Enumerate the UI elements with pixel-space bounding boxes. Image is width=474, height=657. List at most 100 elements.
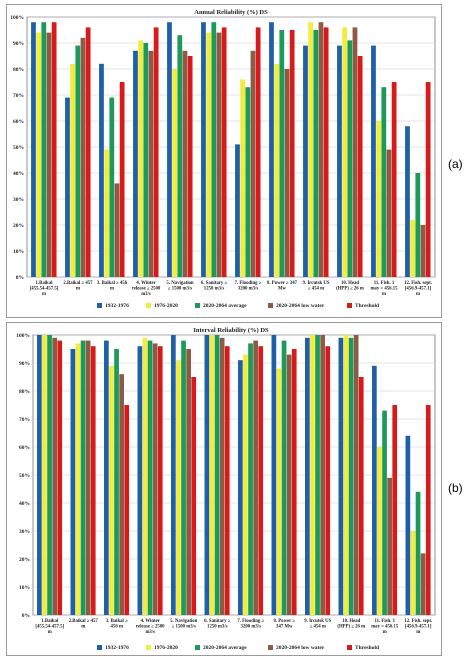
bar <box>204 335 210 615</box>
bar <box>75 343 81 615</box>
bar <box>138 40 144 278</box>
bar <box>387 477 392 615</box>
bar <box>313 30 319 277</box>
y-tick-label: 60% <box>19 445 30 451</box>
legend-swatch <box>268 303 273 308</box>
bar <box>415 173 421 277</box>
legend-swatch <box>347 303 352 308</box>
bar <box>37 335 42 615</box>
bar <box>276 368 282 615</box>
bar <box>305 337 310 615</box>
x-tick-label: 11. Fish. 1 may = 456.15 m <box>371 619 399 635</box>
bar <box>177 35 183 278</box>
y-tick-label: 0% <box>22 613 30 619</box>
bar <box>157 346 163 615</box>
bar <box>133 50 138 277</box>
bar <box>235 144 240 277</box>
bar <box>114 349 119 615</box>
x-tick-label: 12. Fish. sept. [456.9-457.1] m <box>404 619 432 635</box>
y-tick-label: 100% <box>16 333 30 339</box>
bar <box>250 50 256 277</box>
bar <box>315 335 320 615</box>
y-tick-label: 50% <box>19 473 30 479</box>
x-tick-label: 3. Baikal ≥456 m <box>106 619 128 630</box>
bar <box>142 337 148 615</box>
chart-title: Interval Reliability (%) DS <box>193 327 269 334</box>
x-tick-label: 5. Navigation ≥ 1500 m3/s <box>170 619 198 630</box>
bar <box>119 82 125 277</box>
x-tick-label: 4. Winter release ≥ 2500 m3/s <box>136 619 165 635</box>
legend-label: Threshold <box>355 645 379 651</box>
legend-swatch <box>195 303 200 308</box>
bar <box>70 63 76 277</box>
bar <box>342 27 348 278</box>
bar <box>420 225 426 277</box>
bar <box>75 45 81 277</box>
bar <box>186 349 191 615</box>
x-tick-label: 7. Flooding ≥3200 m3/s <box>237 619 264 630</box>
bar <box>347 40 353 278</box>
bar <box>420 553 426 615</box>
bar <box>31 22 36 278</box>
x-tick-label: 3. Baikal ≥ 456 m <box>97 281 128 292</box>
bar <box>42 335 47 615</box>
bar <box>114 183 120 277</box>
x-tick-label: 4. Winter release ≥ 2500 m3/s <box>132 281 161 297</box>
bar <box>90 346 96 615</box>
bar <box>377 447 382 615</box>
y-tick-label: 20% <box>19 557 30 563</box>
x-tick-label: 8. Power ≥347 Mw <box>273 619 295 630</box>
bar <box>255 27 261 278</box>
legend-swatch <box>347 645 352 650</box>
legend-label: 2020-2064 low water <box>276 303 325 309</box>
x-tick-label: 6. Sanitary ≥1250 m3/s <box>204 619 231 630</box>
bar <box>372 365 377 615</box>
bar <box>124 405 130 615</box>
bar <box>238 360 243 615</box>
annual-reliability-panel: Annual Reliability (%) DS 0% 10% 20% 30% 40% 5… <box>6 4 442 318</box>
bar <box>425 82 431 277</box>
bar <box>46 32 52 277</box>
bar <box>209 335 215 615</box>
bar <box>216 32 222 277</box>
bar <box>219 337 225 615</box>
y-tick-label: 30% <box>13 197 24 203</box>
legend-label: 2020-2064 average <box>203 303 247 309</box>
bar <box>51 22 57 278</box>
bar <box>211 22 217 278</box>
legend-label: 1976-2020 <box>154 303 178 309</box>
bar <box>152 343 158 615</box>
bar <box>405 435 411 615</box>
y-tick-label: 90% <box>19 361 30 367</box>
bar <box>153 27 159 278</box>
y-tick-label: 20% <box>13 223 24 229</box>
bar <box>80 340 86 615</box>
interval-reliability-panel: Interval Reliability (%) DS 0% 10% 20% 30% 40… <box>6 322 442 656</box>
x-tick-label: 11. Fish. 1 may = 456.15 m <box>370 281 398 297</box>
y-tick-label: 60% <box>13 119 24 125</box>
bar <box>99 63 104 277</box>
bar <box>65 97 70 277</box>
y-tick-label: 80% <box>19 389 30 395</box>
bar <box>318 22 324 278</box>
bar <box>182 50 188 277</box>
y-tick-label: 40% <box>19 501 30 507</box>
bar <box>286 354 292 615</box>
bar <box>382 410 387 615</box>
bar <box>258 346 264 615</box>
bar <box>291 349 297 615</box>
bar <box>70 349 76 615</box>
bar <box>284 69 290 277</box>
bar <box>104 340 109 615</box>
legend-label: Threshold <box>355 303 379 309</box>
bar <box>248 343 253 615</box>
bar <box>41 22 47 278</box>
bar <box>240 79 246 278</box>
panel-label-b: (b) <box>448 481 463 495</box>
bar <box>201 22 206 278</box>
y-tick-label: 90% <box>13 41 24 47</box>
legend-swatch <box>146 645 151 650</box>
bar <box>271 335 277 615</box>
bar <box>109 97 115 277</box>
bar <box>206 32 212 277</box>
